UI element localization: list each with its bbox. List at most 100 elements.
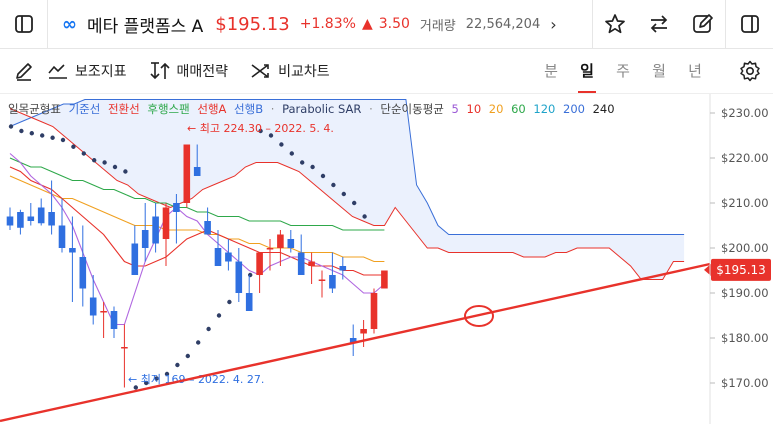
legend-psar: Parabolic SAR bbox=[282, 102, 362, 116]
indicators-label: 보조지표 bbox=[75, 64, 127, 80]
strategy-button[interactable]: 매매전략 bbox=[149, 61, 229, 81]
y-tick-label: $230.00 bbox=[721, 106, 769, 120]
legend-base-line: 기준선 bbox=[68, 102, 101, 116]
candle-body bbox=[79, 257, 87, 289]
candle-body bbox=[110, 311, 118, 329]
settings-button[interactable] bbox=[726, 49, 773, 93]
psar-dot bbox=[40, 133, 45, 138]
psar-dot bbox=[362, 214, 367, 219]
last-price-tag bbox=[711, 258, 771, 281]
volume-label: 거래량 bbox=[419, 18, 456, 34]
candle-body bbox=[256, 252, 263, 275]
legend-ma-60: 60 bbox=[511, 102, 526, 116]
psar-dot bbox=[112, 164, 118, 170]
psar-dot bbox=[8, 124, 14, 129]
candle-body bbox=[214, 248, 222, 266]
volume-value: 22,564,204 bbox=[465, 16, 541, 32]
legend-ma-20: 20 bbox=[488, 102, 504, 116]
psar-dot bbox=[196, 340, 201, 345]
last-price-pointer bbox=[704, 263, 711, 276]
candle-body bbox=[37, 207, 45, 224]
psar-dot bbox=[175, 362, 180, 368]
edit-button[interactable] bbox=[681, 0, 725, 48]
psar-dot bbox=[268, 133, 274, 138]
psar-dot bbox=[50, 135, 55, 140]
indicator-icon bbox=[48, 64, 67, 79]
star-icon bbox=[605, 14, 625, 34]
gear-icon bbox=[739, 60, 760, 82]
stock-name: 메타 플랫폼스 A bbox=[87, 16, 204, 37]
tab-year[interactable]: 년 bbox=[688, 62, 702, 80]
candle-body bbox=[266, 248, 274, 250]
y-tick-label: $200.00 bbox=[721, 241, 769, 255]
tab-minute[interactable]: 분 bbox=[544, 62, 558, 80]
psar-dot bbox=[248, 272, 253, 278]
candle-body bbox=[89, 297, 97, 316]
change-amount-icon: ▲ bbox=[361, 16, 373, 32]
candle-body bbox=[17, 212, 24, 228]
psar-dot bbox=[144, 380, 149, 386]
draw-button[interactable] bbox=[0, 61, 47, 81]
header-actions bbox=[592, 0, 725, 48]
y-tick-label: $180.00 bbox=[721, 331, 769, 345]
candle-body bbox=[277, 234, 284, 248]
psar-dot bbox=[300, 160, 305, 165]
legend-span-b: 선행B bbox=[234, 102, 264, 116]
period-tabs: 분 일 주 월 년 bbox=[533, 49, 713, 93]
psar-dot bbox=[216, 313, 222, 318]
sidebar-toggle-button[interactable] bbox=[0, 0, 48, 48]
tab-week[interactable]: 주 bbox=[616, 62, 630, 80]
candle-body bbox=[193, 167, 201, 176]
legend-ma-5: 5 bbox=[451, 102, 459, 116]
psar-dot bbox=[289, 151, 294, 156]
candle-body bbox=[318, 279, 326, 281]
indicators-button[interactable]: 보조지표 bbox=[47, 61, 127, 81]
candle-body bbox=[141, 230, 149, 248]
ticker-bar: ∞ 메타 플랫폼스 A $195.13 +1.83% ▲ 3.50 거래량 22,… bbox=[0, 0, 773, 49]
candle-body bbox=[329, 275, 336, 289]
compare-icon bbox=[251, 64, 269, 78]
psar-dot bbox=[71, 144, 76, 149]
candle-body bbox=[100, 311, 107, 313]
trendline-drawing bbox=[0, 262, 711, 423]
candle-body bbox=[204, 221, 211, 235]
legend-separator: · bbox=[369, 102, 373, 116]
chevron-right-icon[interactable]: › bbox=[550, 14, 557, 34]
psar-dot bbox=[123, 169, 128, 174]
candle-body bbox=[297, 252, 305, 275]
ticker-info[interactable]: ∞ 메타 플랫폼스 A $195.13 +1.83% ▲ 3.50 거래량 22,… bbox=[48, 12, 607, 37]
panel-left-icon bbox=[14, 15, 33, 33]
panel-right-icon bbox=[740, 15, 759, 33]
change-percent: +1.83% bbox=[299, 16, 356, 32]
tab-day[interactable]: 일 bbox=[569, 49, 605, 93]
candle-body bbox=[349, 338, 357, 343]
pencil-icon bbox=[15, 63, 32, 81]
candle-body bbox=[162, 207, 170, 239]
candle-body bbox=[245, 293, 253, 311]
trendline-circle bbox=[464, 305, 494, 327]
span-b-line bbox=[9, 108, 685, 280]
candle-body bbox=[121, 347, 128, 349]
candle-body bbox=[183, 144, 191, 203]
psar-dot bbox=[227, 299, 232, 305]
switch-button[interactable] bbox=[637, 0, 681, 48]
legend-ma-120: 120 bbox=[533, 102, 556, 116]
legend-conversion-line: 전환선 bbox=[107, 102, 140, 116]
tab-month[interactable]: 월 bbox=[652, 62, 666, 80]
price-chart[interactable]: ← 최고 224.30 – 2022. 5. 4. ← 최저 169 – 2022… bbox=[0, 94, 773, 424]
legend-ichimoku: 일목균형표 bbox=[8, 102, 61, 116]
psar-dot bbox=[258, 128, 263, 134]
favorite-button[interactable] bbox=[593, 0, 637, 48]
psar-dot bbox=[164, 371, 170, 377]
swap-arrows-icon bbox=[650, 15, 668, 33]
sidebar-right-toggle-button[interactable] bbox=[725, 0, 773, 48]
candle-body bbox=[131, 243, 139, 275]
candle-body bbox=[370, 293, 378, 329]
legend-ma-10: 10 bbox=[466, 102, 482, 116]
strategy-label: 매매전략 bbox=[176, 64, 229, 80]
indicator-legend: 일목균형표 기준선 전환선 후행스팬 선행A 선행B · Parabolic S… bbox=[8, 101, 619, 117]
legend-separator: · bbox=[270, 102, 275, 116]
y-tick-label: $170.00 bbox=[721, 376, 769, 390]
high-annotation: ← 최고 224.30 – 2022. 5. 4. bbox=[187, 122, 334, 135]
compare-button[interactable]: 비교차트 bbox=[250, 61, 330, 81]
